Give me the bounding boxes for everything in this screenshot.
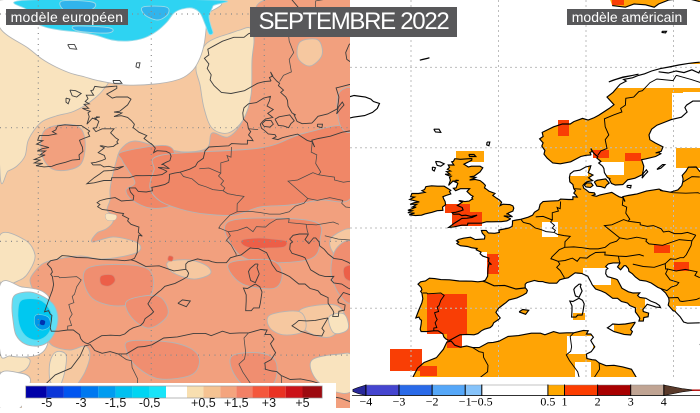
svg-text:3: 3 bbox=[628, 395, 634, 409]
svg-text:−4: −4 bbox=[360, 395, 373, 409]
svg-text:4: 4 bbox=[661, 395, 667, 409]
svg-text:−1: −1 bbox=[459, 395, 472, 409]
svg-text:+0,5: +0,5 bbox=[191, 396, 216, 408]
svg-text:−0.5: −0.5 bbox=[471, 395, 493, 409]
svg-text:-5: -5 bbox=[41, 396, 52, 408]
svg-text:0.5: 0.5 bbox=[540, 395, 555, 409]
svg-text:−3: −3 bbox=[393, 395, 406, 409]
svg-text:−2: −2 bbox=[426, 395, 439, 409]
svg-text:+5: +5 bbox=[295, 396, 309, 408]
svg-text:-3: -3 bbox=[75, 396, 86, 408]
svg-text:+3: +3 bbox=[262, 396, 276, 408]
svg-text:2: 2 bbox=[595, 395, 601, 409]
svg-text:-0,5: -0,5 bbox=[139, 396, 161, 408]
svg-text:+1,5: +1,5 bbox=[224, 396, 249, 408]
svg-text:-1,5: -1,5 bbox=[105, 396, 127, 408]
svg-text:1: 1 bbox=[562, 395, 568, 409]
